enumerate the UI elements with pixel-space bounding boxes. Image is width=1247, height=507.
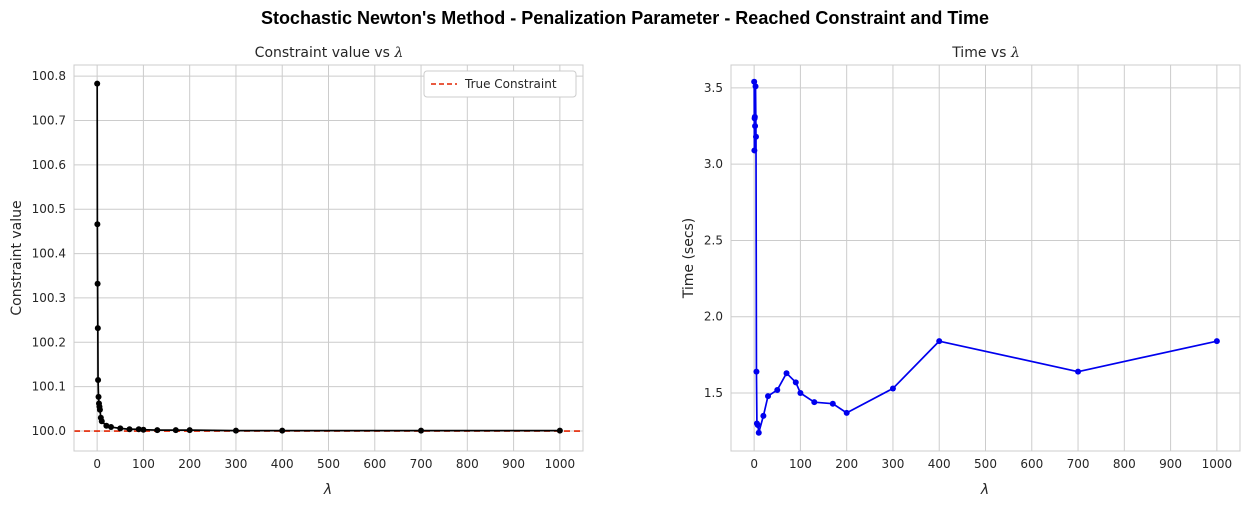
- time-data-point: [1075, 368, 1082, 375]
- constraint-y-tick-label: 100.1: [32, 380, 66, 394]
- time-x-tick-label: 500: [974, 457, 997, 471]
- constraint-data-point: [117, 425, 124, 432]
- constraint-data-point: [140, 426, 147, 433]
- time-x-tick-label: 700: [1067, 457, 1090, 471]
- constraint-data-point: [154, 427, 161, 434]
- constraint-x-axis-label: λ: [323, 482, 332, 498]
- time-x-tick-label: 300: [882, 457, 905, 471]
- constraint-data-point: [108, 424, 115, 431]
- time-data-point: [889, 385, 896, 392]
- constraint-data-point: [186, 427, 193, 434]
- time-data-point: [751, 113, 758, 120]
- constraint-chart: Constraint value vs λ 0 100 200 300 400 500 60…: [9, 45, 584, 498]
- time-data-point: [774, 386, 781, 393]
- constraint-data-point: [103, 422, 110, 429]
- time-chart: Time vs λ 0 100 200 300 400 500 600 700 800 900 10…: [681, 45, 1241, 498]
- time-x-tick-label: 600: [1020, 457, 1043, 471]
- time-y-tick-label: 1.5: [704, 386, 723, 400]
- time-data-point: [829, 400, 836, 407]
- constraint-x-tick-label: 600: [363, 457, 386, 471]
- constraint-y-tick-label: 100.8: [32, 69, 66, 83]
- constraint-y-tick-label: 100.2: [32, 335, 66, 349]
- constraint-data-point: [98, 418, 105, 425]
- constraint-x-tick-label: 900: [502, 457, 525, 471]
- constraint-y-tick-label: 100.6: [32, 158, 66, 172]
- constraint-data-point: [94, 325, 101, 332]
- constraint-data-point: [94, 221, 101, 228]
- time-data-point: [753, 368, 760, 375]
- constraint-data-point: [418, 427, 425, 434]
- constraint-y-axis-label: Constraint value: [9, 200, 25, 315]
- time-x-axis-label: λ: [980, 482, 989, 498]
- constraint-x-tick-label: 1000: [545, 457, 576, 471]
- time-y-tick-label: 2.5: [704, 233, 723, 247]
- time-x-tick-label: 900: [1159, 457, 1182, 471]
- constraint-y-tick-label: 100.7: [32, 113, 66, 127]
- legend-true-constraint-label: True Constraint: [464, 77, 557, 91]
- time-data-point: [792, 379, 799, 386]
- constraint-data-point: [96, 406, 103, 413]
- constraint-data-point: [135, 426, 142, 433]
- time-data-point: [760, 412, 767, 419]
- time-data-point: [754, 422, 761, 429]
- constraint-x-tick-label: 700: [410, 457, 433, 471]
- constraint-y-tick-label: 100.3: [32, 291, 66, 305]
- constraint-data-point: [556, 427, 563, 434]
- constraint-data-point: [232, 427, 239, 434]
- constraint-data-point: [94, 80, 101, 87]
- time-y-axis-label: Time (secs): [681, 218, 697, 300]
- constraint-plot-frame: [73, 64, 584, 452]
- time-data-point: [755, 429, 762, 436]
- time-data-point: [783, 370, 790, 377]
- constraint-y-tick-label: 100.5: [32, 202, 66, 216]
- time-plot-frame: [730, 64, 1241, 452]
- time-x-tick-label: 400: [928, 457, 951, 471]
- constraint-chart-title: Constraint value vs λ: [255, 45, 404, 61]
- time-y-tick-label: 3.5: [704, 81, 723, 95]
- time-data-point: [811, 399, 818, 406]
- time-data-point: [1213, 338, 1220, 345]
- time-x-tick-label: 800: [1113, 457, 1136, 471]
- constraint-x-tick-label: 800: [456, 457, 479, 471]
- time-y-tick-label: 3.0: [704, 157, 723, 171]
- constraint-data-point: [95, 377, 102, 384]
- constraint-data-point: [94, 280, 101, 287]
- constraint-x-tick-label: 100: [132, 457, 155, 471]
- time-data-point: [751, 147, 758, 154]
- time-chart-title: Time vs λ: [951, 45, 1020, 61]
- time-x-tick-label: 1000: [1202, 457, 1233, 471]
- time-y-tick-label: 2.0: [704, 310, 723, 324]
- constraint-x-tick-label: 400: [271, 457, 294, 471]
- figure-title: Stochastic Newton's Method - Penalizatio…: [261, 8, 989, 28]
- time-x-tick-label: 200: [835, 457, 858, 471]
- constraint-data-point: [279, 427, 286, 434]
- time-data-point: [765, 393, 772, 400]
- constraint-y-tick-label: 100.0: [32, 424, 66, 438]
- constraint-data-point: [172, 427, 179, 434]
- constraint-legend: True Constraint: [423, 70, 577, 98]
- time-data-point: [752, 123, 759, 130]
- constraint-x-tick-label: 200: [178, 457, 201, 471]
- time-x-tick-label: 100: [789, 457, 812, 471]
- time-data-point: [752, 83, 759, 90]
- constraint-x-tick-label: 0: [93, 457, 101, 471]
- constraint-data-point: [126, 426, 133, 433]
- constraint-data-point: [95, 393, 102, 400]
- constraint-x-tick-label: 500: [317, 457, 340, 471]
- time-data-point: [843, 409, 850, 416]
- time-x-tick-label: 0: [750, 457, 758, 471]
- constraint-x-tick-label: 300: [225, 457, 248, 471]
- time-data-point: [936, 338, 943, 345]
- time-data-point: [752, 133, 759, 140]
- time-data-point: [751, 78, 758, 85]
- constraint-y-tick-label: 100.4: [32, 247, 66, 261]
- time-data-point: [797, 390, 804, 397]
